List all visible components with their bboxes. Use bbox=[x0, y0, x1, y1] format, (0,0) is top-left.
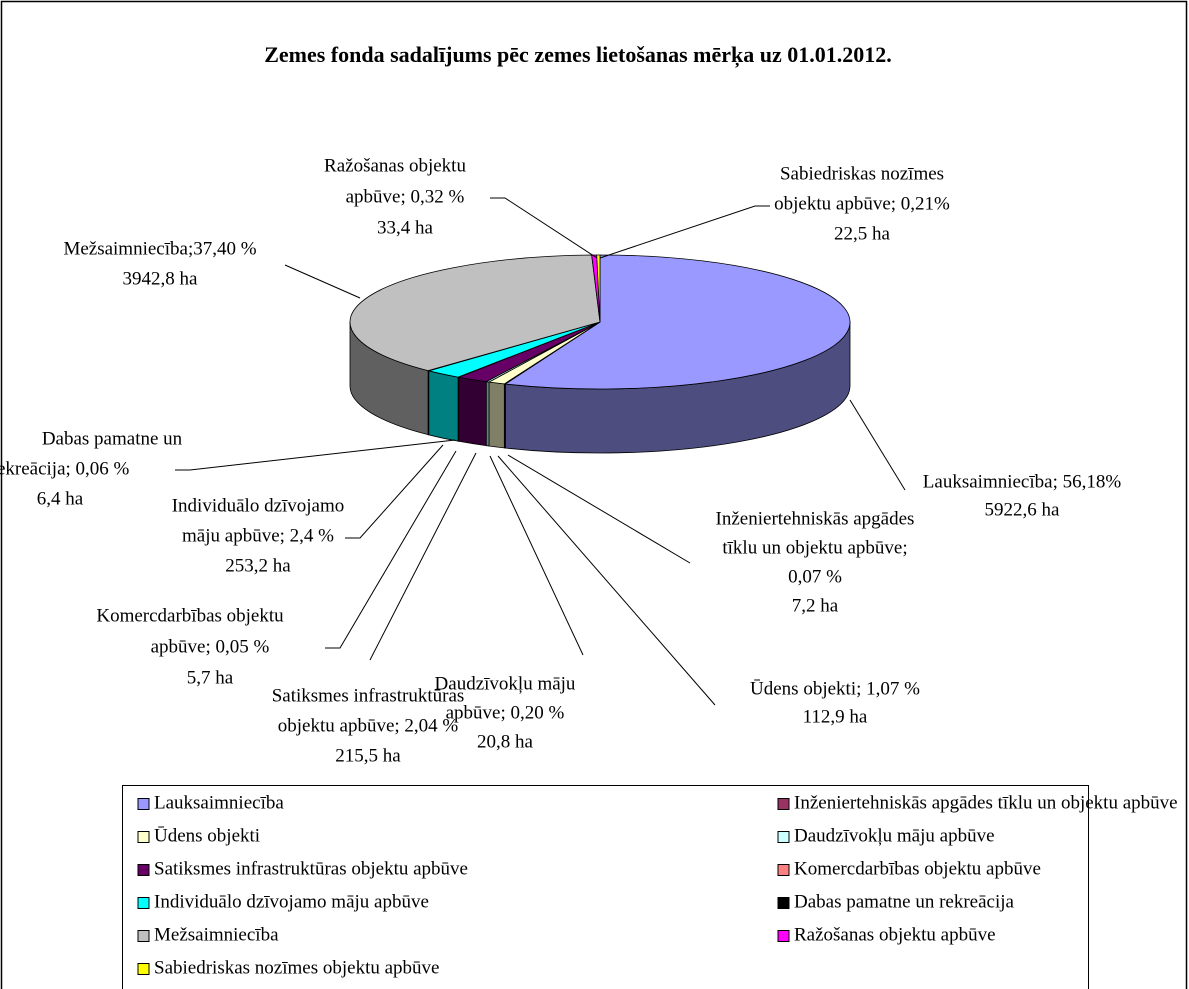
slice-side bbox=[488, 381, 505, 449]
data-label: Mežsaimniecība;37,40 % bbox=[63, 238, 256, 259]
legend-label: Ražošanas objektu apbūve bbox=[794, 924, 996, 945]
data-label: Dabas pamatne un bbox=[42, 428, 183, 449]
legend-label: Satiksmes infrastruktūras objektu apbūve bbox=[154, 858, 468, 879]
slice-side bbox=[485, 381, 490, 447]
area-label: 33,4 ha bbox=[377, 217, 434, 238]
area-label: 20,8 ha bbox=[477, 731, 534, 752]
leader-line bbox=[507, 454, 691, 564]
legend-label: Mežsaimniecība bbox=[154, 924, 279, 945]
leader-line bbox=[175, 439, 456, 471]
slice-side bbox=[428, 370, 459, 442]
slice bbox=[596, 254, 601, 323]
legend-label: Daudzīvokļu māju apbūve bbox=[794, 825, 995, 846]
legend-label: Dabas pamatne un rekreācija bbox=[794, 891, 1015, 912]
legend-swatch bbox=[137, 798, 150, 810]
data-label: 0,07 % bbox=[788, 566, 842, 587]
legend-label: Ūdens objekti bbox=[154, 825, 260, 846]
legend-label: Sabiedriskas nozīmes objektu apbūve bbox=[154, 957, 439, 978]
area-label: 22,5 ha bbox=[834, 223, 891, 244]
legend-swatch bbox=[777, 831, 790, 843]
data-label: Satiksmes infrastruktūras bbox=[272, 685, 465, 706]
legend-swatch bbox=[777, 897, 790, 909]
legend-swatch bbox=[777, 930, 790, 942]
area-label: 3942,8 ha bbox=[123, 268, 199, 289]
chart-title: Zemes fonda sadalījums pēc zemes lietoša… bbox=[264, 42, 892, 68]
slice bbox=[504, 254, 851, 390]
data-label: Daudzīvokļu māju bbox=[435, 673, 576, 694]
data-label: rekreācija; 0,06 % bbox=[0, 458, 130, 479]
legend-swatch bbox=[137, 897, 150, 909]
leader-line bbox=[369, 452, 477, 661]
data-label: objektu apbūve; 0,21% bbox=[774, 193, 950, 214]
area-label: 7,2 ha bbox=[792, 595, 839, 616]
area-label: 5,7 ha bbox=[187, 667, 234, 688]
legend-label: Inženiertehniskās apgādes tīklu un objek… bbox=[794, 792, 1178, 813]
leader-line bbox=[849, 399, 906, 491]
slice bbox=[349, 254, 601, 372]
legend-swatch bbox=[137, 963, 150, 975]
data-label: Sabiedriskas nozīmes bbox=[780, 163, 944, 184]
data-label: Individuālo dzīvojamo bbox=[172, 495, 345, 516]
slice-side bbox=[458, 376, 487, 447]
leader-line bbox=[497, 455, 716, 706]
legend-swatch bbox=[137, 930, 150, 942]
data-label: apbūve; 0,32 % bbox=[346, 186, 465, 207]
area-label: 6,4 ha bbox=[37, 488, 84, 509]
area-label: 253,2 ha bbox=[225, 555, 291, 576]
legend-swatch bbox=[137, 831, 150, 843]
data-label: Inženiertehniskās apgādes bbox=[716, 508, 915, 529]
legend-swatch bbox=[137, 864, 150, 876]
area-label: 215,5 ha bbox=[335, 745, 401, 766]
legend-box bbox=[122, 785, 1089, 989]
legend-swatch bbox=[777, 798, 790, 810]
area-label: 112,9 ha bbox=[803, 706, 868, 727]
data-label: apbūve; 0,20 % bbox=[446, 702, 565, 723]
legend-label: Individuālo dzīvojamo māju apbūve bbox=[154, 891, 429, 912]
data-label: Lauksaimniecība; 56,18% bbox=[923, 471, 1122, 492]
leader-line bbox=[284, 264, 361, 299]
data-label: Komercdarbības objektu bbox=[96, 605, 284, 626]
leader-line bbox=[325, 450, 457, 649]
data-label: tīklu un objektu apbūve; bbox=[722, 537, 907, 558]
leader-line bbox=[599, 205, 770, 259]
leader-line bbox=[345, 444, 444, 539]
data-label: Ūdens objekti; 1,07 % bbox=[750, 678, 920, 699]
data-label: Ražošanas objektu bbox=[324, 155, 466, 176]
area-label: 5922,6 ha bbox=[985, 499, 1061, 520]
leader-line bbox=[489, 455, 584, 656]
leader-line bbox=[490, 197, 598, 259]
data-label: māju apbūve; 2,4 % bbox=[182, 525, 334, 546]
legend-label: Komercdarbības objektu apbūve bbox=[794, 858, 1041, 879]
legend-label: Lauksaimniecība bbox=[154, 792, 284, 813]
data-label: objektu apbūve; 2,04 % bbox=[278, 715, 459, 736]
legend-swatch bbox=[777, 864, 790, 876]
data-label: apbūve; 0,05 % bbox=[151, 636, 270, 657]
